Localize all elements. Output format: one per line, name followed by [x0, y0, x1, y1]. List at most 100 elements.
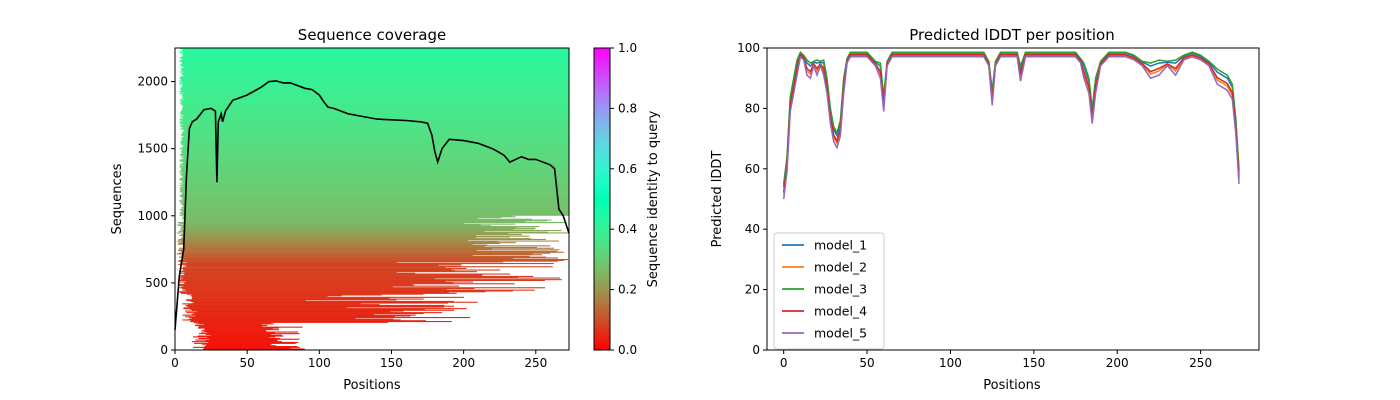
coverage-row: [182, 152, 569, 154]
coverage-row: [178, 252, 551, 254]
coverage-row: [192, 302, 448, 304]
coverage-row: [181, 141, 569, 143]
lddt-y-tick-label: 100: [737, 41, 760, 55]
lddt-y-tick-label: 60: [745, 162, 760, 176]
coverage-row: [178, 249, 560, 251]
coverage-row: [183, 98, 569, 100]
coverage-row: [186, 290, 513, 292]
coverage-row: [181, 97, 569, 99]
coverage-row: [204, 346, 298, 348]
coverage-x-tick-label: 200: [452, 356, 475, 370]
coverage-row: [180, 143, 569, 145]
coverage-row: [181, 100, 569, 102]
lddt-y-tick-label: 0: [752, 343, 760, 357]
coverage-row: [182, 205, 569, 207]
coverage-row: [180, 104, 569, 106]
coverage-row: [183, 217, 502, 219]
coverage-row: [179, 147, 569, 149]
coverage-row: [190, 308, 425, 310]
coverage-row: [179, 71, 569, 73]
coverage-row: [181, 184, 569, 186]
coverage-row: [182, 216, 516, 218]
coverage-row: [181, 112, 569, 114]
colorbar: [593, 47, 611, 351]
coverage-row: [181, 56, 570, 58]
coverage-row: [191, 298, 424, 300]
coverage-row: [182, 85, 569, 87]
coverage-row: [207, 332, 275, 334]
coverage-row: [180, 59, 569, 61]
lddt-x-label: Positions: [983, 378, 1041, 393]
coverage-row: [184, 274, 483, 276]
coverage-row: [179, 247, 554, 249]
coverage-row: [180, 79, 569, 81]
legend-label: model_3: [814, 282, 867, 297]
coverage-row: [181, 86, 569, 88]
coverage-row: [183, 231, 548, 233]
coverage-row: [185, 264, 439, 266]
coverage-row: [186, 266, 553, 268]
coverage-row: [183, 246, 538, 248]
coverage-row: [180, 195, 569, 197]
coverage-row: [178, 225, 492, 227]
coverage-row: [182, 206, 569, 208]
coverage-row: [186, 293, 424, 295]
coverage-row: [179, 171, 569, 173]
lddt-line-model_3: [782, 50, 1240, 184]
coverage-row: [188, 318, 394, 320]
coverage-row: [180, 60, 569, 62]
coverage-row: [179, 194, 569, 196]
coverage-row: [181, 84, 569, 86]
coverage-row: [182, 110, 569, 112]
coverage-row: [179, 271, 477, 273]
coverage-row: [179, 234, 476, 236]
coverage-row: [178, 279, 545, 281]
coverage-row: [180, 196, 569, 198]
coverage-row: [184, 215, 513, 217]
coverage-row: [178, 250, 477, 252]
colorbar-tick-label: 1.0: [618, 41, 637, 55]
colorbar-tick-label: 0.2: [618, 283, 637, 297]
coverage-row: [203, 348, 305, 350]
coverage-row: [192, 296, 328, 298]
lddt-x-tick-label: 0: [780, 356, 788, 370]
coverage-row: [182, 51, 570, 53]
coverage-row: [181, 81, 569, 83]
coverage-row: [181, 73, 569, 75]
coverage-row: [182, 288, 475, 290]
coverage-x-tick-label: 250: [524, 356, 547, 370]
coverage-row: [180, 57, 570, 59]
coverage-row: [193, 346, 300, 348]
coverage-row: [198, 322, 272, 324]
coverage-row: [181, 133, 569, 135]
coverage-row: [179, 281, 474, 283]
coverage-row: [183, 197, 569, 199]
coverage-row: [181, 210, 569, 212]
coverage-row: [180, 242, 516, 244]
coverage-row: [179, 214, 569, 216]
coverage-row: [179, 48, 569, 50]
coverage-row: [183, 162, 569, 164]
coverage-row: [180, 227, 536, 229]
legend-frame: [773, 232, 885, 350]
lddt-y-label: Predicted lDDT: [710, 151, 725, 248]
coverage-row: [181, 209, 570, 211]
coverage-row: [201, 331, 299, 333]
coverage-row: [193, 301, 478, 303]
coverage-y-tick-label: 0: [160, 343, 168, 357]
coverage-row: [183, 123, 569, 125]
lddt-x-ticks: 0 50 100 150 200 250: [780, 350, 1212, 370]
coverage-row: [178, 284, 413, 286]
coverage-row: [195, 323, 274, 325]
coverage-row: [204, 347, 291, 349]
coverage-row: [180, 238, 531, 240]
coverage-row: [185, 304, 445, 306]
coverage-row: [182, 54, 569, 56]
coverage-y-label: Sequences: [110, 163, 125, 234]
coverage-row: [183, 308, 467, 310]
legend-label: model_4: [814, 304, 867, 319]
coverage-row: [180, 76, 569, 78]
coverage-row: [182, 107, 569, 109]
coverage-row: [183, 130, 569, 132]
coverage-row: [180, 91, 569, 93]
